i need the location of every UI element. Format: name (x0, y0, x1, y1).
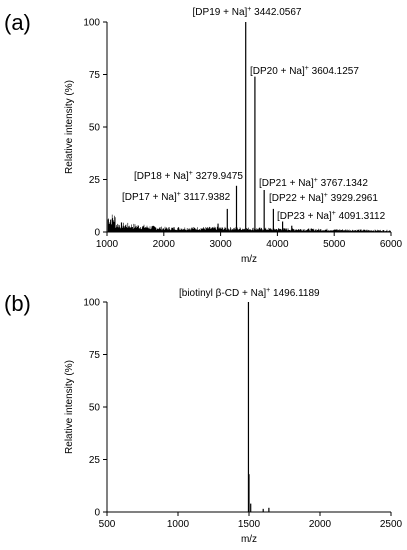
peaks-b (247, 302, 270, 512)
annotation-charge: + (177, 191, 181, 198)
x-tick-label: 3000 (209, 239, 232, 250)
annotation-mz: 3442.0567 (251, 7, 301, 18)
y-tick-label: 100 (83, 298, 100, 309)
y-ticks-a: 0 25 50 75 100 (83, 18, 107, 239)
peak-annotation: [DP19 + Na]+ 3442.0567 (193, 6, 302, 18)
x-tick-label: 6000 (380, 239, 403, 250)
annotation-charge: + (332, 210, 336, 217)
x-tick-label: 2000 (309, 519, 332, 530)
panel-b-label: (b) (4, 291, 31, 316)
annotation-mz: 4091.3112 (336, 211, 386, 222)
annotation-mz: 1496.1189 (270, 288, 320, 299)
peak-annotation: [DP20 + Na]+ 3604.1257 (250, 65, 359, 77)
annotation-ion: [DP21 + Na] (259, 178, 314, 189)
x-tick-label: 1000 (96, 239, 119, 250)
annotation-ion: [DP19 + Na] (193, 7, 248, 18)
x-tick-label: 1500 (238, 519, 261, 530)
y-axis-label-a: Relative intensity (%) (64, 80, 75, 174)
y-tick-label: 25 (89, 455, 101, 466)
peak-annotation: [DP17 + Na]+ 3117.9382 (122, 191, 231, 203)
annotation-mz: 3767.1342 (318, 178, 368, 189)
y-axis-label-b: Relative intensity (%) (64, 360, 75, 454)
y-tick-label: 75 (89, 70, 101, 81)
peak-annotation: [DP18 + Na]+ 3279.9475 (134, 170, 243, 182)
annotation-ion: [DP18 + Na] (134, 171, 189, 182)
y-tick-label: 75 (89, 350, 101, 361)
annotation-mz: 3279.9475 (193, 171, 243, 182)
annotation-charge: + (324, 192, 328, 199)
annotation-charge: + (247, 6, 251, 13)
x-axis-label-b: m/z (241, 534, 257, 545)
peak-annotation: [DP23 + Na]+ 4091.3112 (277, 210, 386, 222)
x-ticks-b: 500 1000 1500 2000 2500 (99, 512, 403, 530)
annotation-mz: 3604.1257 (309, 66, 359, 77)
x-tick-label: 4000 (266, 239, 289, 250)
panel-a-label: (a) (4, 10, 31, 35)
peak-annotation: [DP21 + Na]+ 3767.1342 (259, 177, 368, 189)
x-tick-label: 500 (99, 519, 116, 530)
x-tick-label: 1000 (167, 519, 190, 530)
baseline-noise-path (107, 214, 391, 232)
y-tick-label: 25 (89, 175, 101, 186)
y-tick-label: 0 (94, 508, 100, 519)
annotation-charge: + (266, 287, 270, 294)
annotation-charge: + (314, 177, 318, 184)
annotation-charge: + (305, 65, 309, 72)
annotation-ion: [DP23 + Na] (277, 211, 332, 222)
y-ticks-b: 0 25 50 75 100 (83, 298, 107, 519)
annotations-a: [DP19 + Na]+ 3442.0567[DP20 + Na]+ 3604.… (122, 6, 386, 222)
y-tick-label: 50 (89, 403, 101, 414)
x-axis-label-a: m/z (241, 254, 257, 265)
x-tick-label: 5000 (323, 239, 346, 250)
x-tick-label: 2000 (153, 239, 176, 250)
y-tick-label: 50 (89, 123, 101, 134)
peak-annotation: [biotinyl β-CD + Na]+ 1496.1189 (179, 287, 320, 299)
annotation-ion: [DP22 + Na] (269, 193, 324, 204)
x-tick-label: 2500 (380, 519, 403, 530)
baseline-noise-a (107, 214, 391, 232)
annotation-ion: [biotinyl β-CD + Na] (179, 288, 266, 299)
annotation-charge: + (189, 170, 193, 177)
spectrum-b: 500 1000 1500 2000 2500 0 25 50 75 100 m/z Relat… (64, 287, 403, 545)
annotation-mz: 3117.9382 (181, 192, 231, 203)
peak-annotation: [DP22 + Na]+ 3929.2961 (269, 192, 378, 204)
annotations-b: [biotinyl β-CD + Na]+ 1496.1189 (179, 287, 320, 299)
peaks-a (217, 22, 293, 232)
y-tick-label: 100 (83, 18, 100, 29)
y-tick-label: 0 (94, 228, 100, 239)
annotation-ion: [DP20 + Na] (250, 66, 305, 77)
annotation-ion: [DP17 + Na] (122, 192, 177, 203)
annotation-mz: 3929.2961 (328, 193, 378, 204)
x-ticks-a: 1000 2000 3000 4000 5000 6000 (96, 232, 403, 250)
